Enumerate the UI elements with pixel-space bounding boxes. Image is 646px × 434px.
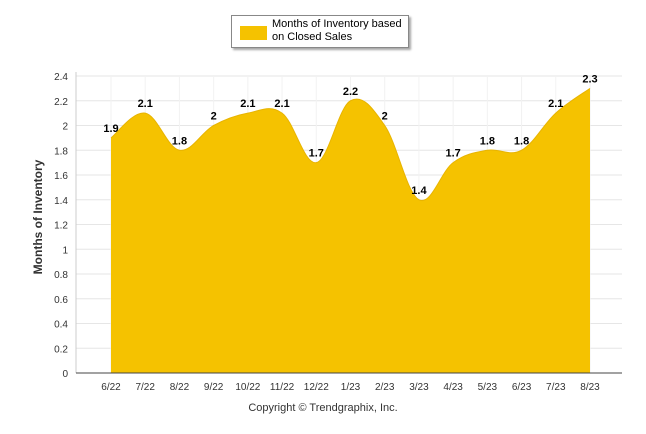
- data-label: 2: [211, 111, 217, 123]
- data-label: 2: [382, 111, 388, 123]
- legend-swatch: [240, 26, 267, 40]
- y-tick-labels: 0 0.2 0.4 0.6 0.8 1 1.2 1.4 1.6 1.8 2 2.2 2.4: [54, 72, 68, 380]
- x-tick-label: 3/23: [409, 382, 429, 393]
- legend: Months of Inventory based on Closed Sale…: [231, 15, 409, 48]
- y-tick-label: 2.4: [54, 72, 68, 83]
- x-tick-label: 6/23: [512, 382, 532, 393]
- data-label: 2.1: [548, 98, 563, 110]
- y-tick-label: 0.6: [54, 295, 68, 306]
- y-tick-label: 0.4: [54, 320, 68, 331]
- y-tick-label: 0.8: [54, 270, 68, 281]
- series-line: [110, 87, 591, 202]
- y-tick-label: 1.2: [54, 221, 68, 232]
- x-tick-label: 2/23: [375, 382, 395, 393]
- legend-label: Months of Inventory based on Closed Sale…: [272, 18, 402, 43]
- data-label: 2.1: [138, 98, 153, 110]
- x-tick-label: 10/22: [235, 382, 260, 393]
- x-tick-label: 4/23: [443, 382, 463, 393]
- x-tick-label: 7/22: [135, 382, 155, 393]
- y-tick-label: 1.6: [54, 171, 68, 182]
- x-tick-label: 12/22: [304, 382, 329, 393]
- x-tick-label: 6/22: [101, 382, 121, 393]
- x-tick-label: 1/23: [341, 382, 361, 393]
- data-label: 2.1: [240, 98, 255, 110]
- data-label: 1.8: [514, 135, 529, 147]
- data-labels: 1.9 2.1 1.8 2 2.1 2.1 1.7 2.2 2 1.4 1.7 1.8 1.8 2.1 2.…: [103, 73, 597, 196]
- data-label: 1.4: [411, 185, 427, 197]
- copyright-text: Copyright © Trendgraphix, Inc.: [248, 402, 398, 414]
- x-tick-label: 8/23: [580, 382, 600, 393]
- data-label: 2.2: [343, 86, 358, 98]
- y-tick-label: 1.8: [54, 146, 68, 157]
- y-tick-label: 0.2: [54, 344, 68, 355]
- y-tick-label: 1.4: [54, 196, 68, 207]
- series-area: [110, 87, 591, 373]
- axes: [75, 72, 622, 374]
- data-label: 1.8: [480, 135, 495, 147]
- data-label: 1.7: [309, 148, 324, 160]
- x-tick-label: 8/22: [170, 382, 190, 393]
- y-tick-label: 2: [62, 122, 68, 133]
- x-tick-labels: 6/22 7/22 8/22 9/22 10/22 11/22 12/22 1/23 2/23 3…: [101, 382, 600, 393]
- data-label: 2.3: [582, 73, 597, 85]
- x-tick-label: 7/23: [546, 382, 566, 393]
- data-label: 1.9: [103, 123, 118, 135]
- x-tick-label: 5/23: [478, 382, 498, 393]
- x-tick-label: 9/22: [204, 382, 224, 393]
- data-label: 1.7: [445, 148, 460, 160]
- y-tick-label: 2.2: [54, 97, 68, 108]
- series-area-fill: [111, 88, 590, 373]
- data-label: 1.8: [172, 135, 187, 147]
- data-label: 2.1: [274, 98, 289, 110]
- y-axis-title: Months of Inventory: [31, 159, 45, 274]
- x-tick-label: 11/22: [270, 382, 295, 393]
- y-tick-label: 1: [62, 245, 68, 256]
- y-tick-label: 0: [62, 369, 68, 380]
